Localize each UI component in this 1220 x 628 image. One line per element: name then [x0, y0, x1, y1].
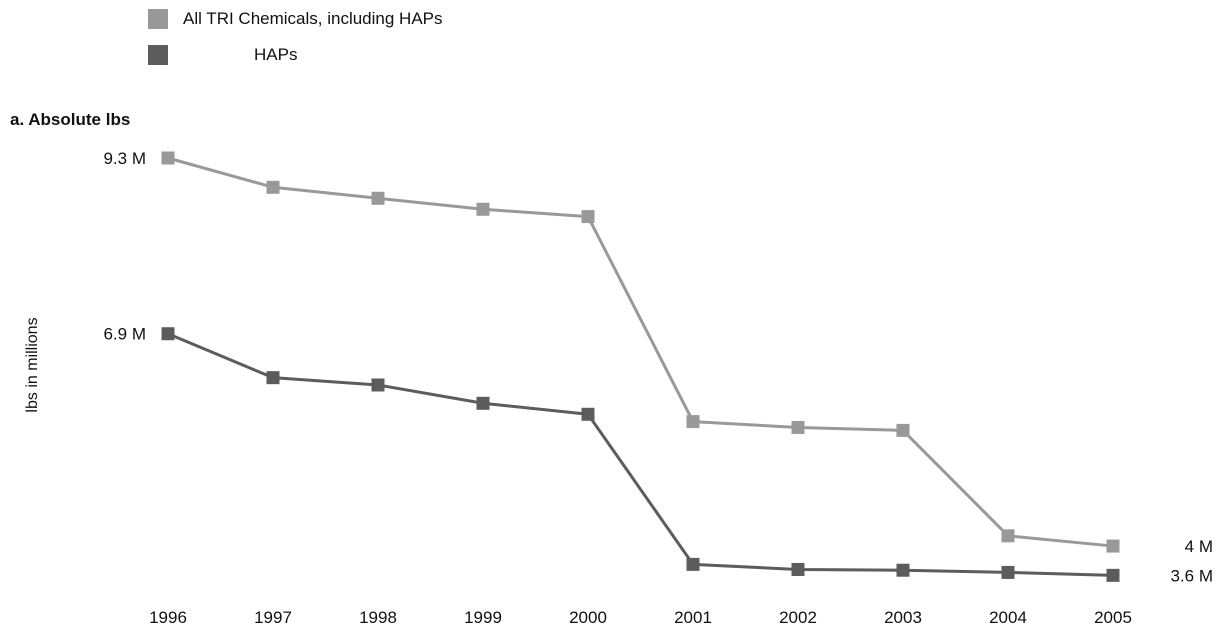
data-point-all-tri-2001: [686, 415, 700, 429]
data-point-haps-2003: [896, 563, 910, 577]
x-tick-label-2005: 2005: [1094, 608, 1132, 627]
data-label-haps-last: 3.6 M: [1170, 566, 1213, 585]
data-label-haps-first: 6.9 M: [103, 325, 146, 344]
data-point-all-tri-2000: [581, 210, 595, 224]
data-point-haps-1998: [371, 378, 385, 392]
x-tick-label-2002: 2002: [779, 608, 817, 627]
x-tick-label-2003: 2003: [884, 608, 922, 627]
legend-swatch-haps: [148, 45, 168, 65]
data-point-all-tri-1997: [266, 180, 280, 194]
series-line-all-tri: [167, 156, 1114, 548]
x-tick-label-2001: 2001: [674, 608, 712, 627]
legend-item-all-tri: All TRI Chemicals, including HAPs: [148, 9, 443, 29]
data-point-haps-2001: [686, 557, 700, 571]
x-tick-label-1998: 1998: [359, 608, 397, 627]
data-point-haps-1999: [476, 396, 490, 410]
data-point-haps-1997: [266, 371, 280, 385]
data-label-all-tri-first: 9.3 M: [103, 149, 146, 168]
x-tick-label-2004: 2004: [989, 608, 1027, 627]
chart-subtitle: a. Absolute lbs: [10, 110, 131, 129]
data-point-all-tri-2005: [1106, 539, 1120, 553]
data-point-haps-2004: [1001, 565, 1015, 579]
legend-label-all-tri: All TRI Chemicals, including HAPs: [183, 9, 443, 28]
data-point-all-tri-2004: [1001, 529, 1015, 543]
data-point-all-tri-2003: [896, 423, 910, 437]
data-point-all-tri-1999: [476, 202, 490, 216]
data-point-haps-2005: [1106, 568, 1120, 582]
data-point-haps-2002: [791, 562, 805, 576]
data-point-all-tri-1998: [371, 191, 385, 205]
legend-label-haps: HAPs: [254, 45, 298, 64]
legend-item-haps: HAPs: [148, 45, 297, 65]
legend-swatch-all-tri: [148, 9, 168, 29]
data-label-all-tri-last: 4 M: [1185, 537, 1213, 556]
series-line-haps: [167, 332, 1114, 577]
x-tick-label-2000: 2000: [569, 608, 607, 627]
x-tick-label-1999: 1999: [464, 608, 502, 627]
data-point-haps-1996: [161, 327, 175, 341]
x-tick-label-1996: 1996: [149, 608, 187, 627]
x-tick-label-1997: 1997: [254, 608, 292, 627]
data-point-all-tri-1996: [161, 151, 175, 165]
data-point-all-tri-2002: [791, 420, 805, 434]
data-point-haps-2000: [581, 407, 595, 421]
